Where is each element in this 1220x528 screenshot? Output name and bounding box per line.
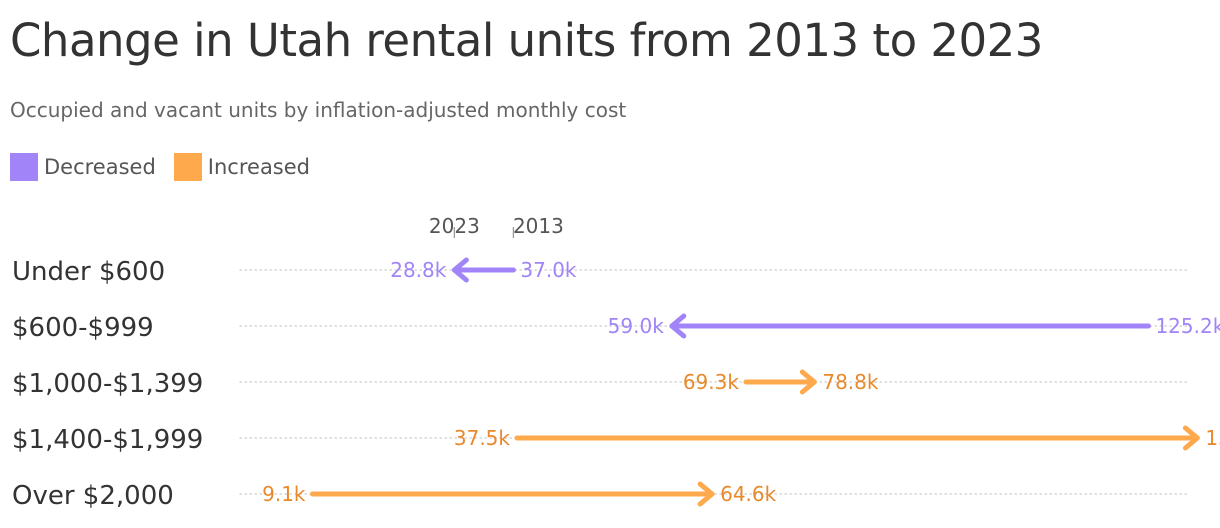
value-label-2023: 64.6k <box>720 482 777 506</box>
category-label: Over $2,000 <box>12 481 174 511</box>
value-label-2013: 69.3k <box>683 370 740 394</box>
value-label-2013: 37.5k <box>454 426 511 450</box>
legend-label-decreased: Decreased <box>44 155 156 179</box>
legend-item-increased: Increased <box>173 153 310 181</box>
legend-label-increased: Increased <box>207 155 310 179</box>
value-label-2013: 37.0k <box>520 258 577 282</box>
arrow-head <box>1182 425 1200 451</box>
category-label: Under $600 <box>12 257 165 287</box>
year-label-2023: 2023 <box>429 214 480 238</box>
category-label: $1,400-$1,999 <box>12 425 203 455</box>
arrow-head <box>799 369 817 395</box>
year-label-2013: 2013 <box>513 214 564 238</box>
value-label-2023: 59.0k <box>608 314 665 338</box>
chart-subtitle: Occupied and vacant units by inflation-a… <box>10 98 627 122</box>
legend-swatch-increased <box>173 153 202 181</box>
legend-swatch-decreased <box>10 153 38 181</box>
arrow-head <box>451 257 469 283</box>
value-label-2023: 78.8k <box>822 370 879 394</box>
value-label-2013: 9.1k <box>262 482 306 506</box>
value-label-2023: 28.8k <box>390 258 447 282</box>
value-label-2023: 132.0k <box>1205 426 1220 450</box>
legend: Decreased Increased <box>10 153 328 181</box>
value-label-2013: 125.2k <box>1155 314 1220 338</box>
arrow-head <box>697 481 715 507</box>
category-label: $600-$999 <box>12 313 154 343</box>
legend-item-decreased: Decreased <box>10 153 156 181</box>
category-label: $1,000-$1,399 <box>12 369 203 399</box>
arrow-head <box>669 313 687 339</box>
chart-title: Change in Utah rental units from 2013 to… <box>10 14 1043 67</box>
